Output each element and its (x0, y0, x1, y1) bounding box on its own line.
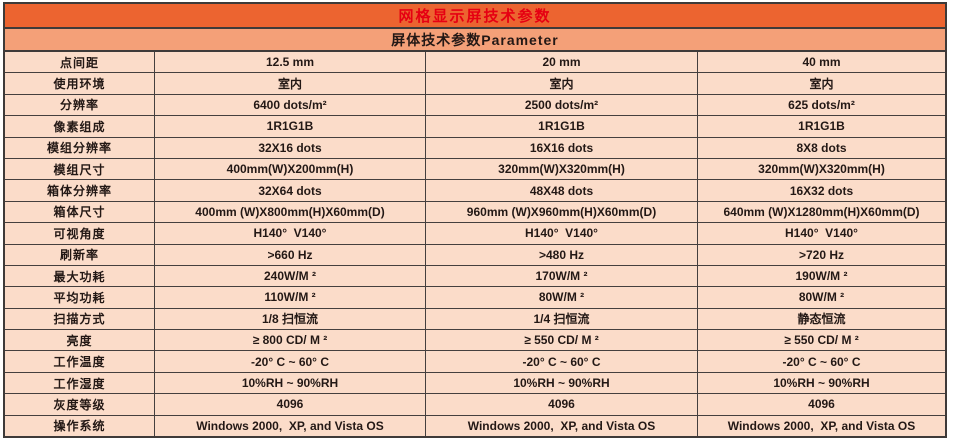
row-label: 工作温度 (5, 351, 155, 372)
row-value: 2500 dots/m² (426, 94, 698, 116)
table-subtitle: 屏体技术参数Parameter (391, 31, 559, 48)
table-row: 工作湿度 10%RH ~ 90%RH 10%RH ~ 90%RH 10%RH ~… (5, 372, 945, 395)
row-value: 960mm (W)X960mm(H)X60mm(D) (426, 201, 698, 223)
row-label: 刷新率 (5, 244, 155, 265)
row-label: 箱体尺寸 (5, 201, 155, 223)
row-label: 箱体分辨率 (5, 180, 155, 201)
page-title: 网格显示屏技术参数 (398, 8, 552, 25)
table-row: 箱体尺寸 400mm (W)X800mm(H)X60mm(D) 960mm (W… (5, 201, 945, 224)
row-value: 32X64 dots (155, 180, 426, 201)
row-value: ≥ 800 CD/ M ² (155, 330, 426, 351)
row-value: -20° C ~ 60° C (426, 351, 698, 372)
row-value: 1R1G1B (155, 116, 426, 137)
row-value: ≥ 550 CD/ M ² (426, 330, 698, 351)
row-label: 扫描方式 (5, 308, 155, 330)
row-value: H140° V140° (155, 223, 426, 244)
spec-table: 网格显示屏技术参数 屏体技术参数Parameter 点间距 12.5 mm 20… (3, 2, 947, 438)
row-label: 操作系统 (5, 415, 155, 437)
row-value: 室内 (426, 73, 698, 94)
row-value: Windows 2000, XP, and Vista OS (727, 418, 916, 433)
row-label: 模组尺寸 (5, 158, 155, 180)
row-value: 190W/M ² (795, 269, 848, 284)
row-value: 12.5 mm (155, 52, 426, 73)
row-value: ≥ 550 CD/ M ² (784, 333, 859, 348)
row-value: 320mm(W)X320mm(H) (758, 162, 885, 177)
row-value: 1/4 扫恒流 (426, 308, 698, 330)
row-label: 模组分辨率 (5, 137, 155, 158)
row-value: >480 Hz (426, 244, 698, 265)
table-row: 使用环境 室内 室内 室内 (5, 73, 945, 95)
row-value: 10%RH ~ 90%RH (426, 372, 698, 394)
row-value: 16X32 dots (789, 183, 854, 198)
table-row: 亮度 ≥ 800 CD/ M ² ≥ 550 CD/ M ² ≥ 550 CD/… (5, 330, 945, 352)
row-value: 20 mm (426, 52, 698, 73)
row-label: 亮度 (5, 330, 155, 351)
row-value: >660 Hz (155, 244, 426, 265)
row-value: Windows 2000, XP, and Vista OS (155, 415, 426, 437)
row-value: H140° V140° (785, 226, 858, 241)
row-label: 可视角度 (5, 223, 155, 244)
table-row: 箱体分辨率 32X64 dots 48X48 dots 16X32 dots (5, 180, 945, 202)
row-value: 320mm(W)X320mm(H) (426, 158, 698, 180)
row-value: 170W/M ² (426, 265, 698, 287)
row-value: 室内 (809, 77, 834, 92)
subtitle-bar: 屏体技术参数Parameter (5, 29, 945, 52)
table-row: 操作系统 Windows 2000, XP, and Vista OS Wind… (5, 415, 945, 437)
row-value: Windows 2000, XP, and Vista OS (426, 415, 698, 437)
row-value: 48X48 dots (426, 180, 698, 201)
row-value: >720 Hz (798, 247, 845, 262)
row-value: H140° V140° (426, 223, 698, 244)
table-row: 最大功耗 240W/M ² 170W/M ² 190W/M ² (5, 265, 945, 288)
table-row: 像素组成 1R1G1B 1R1G1B 1R1G1B (5, 116, 945, 138)
row-value: 400mm(W)X200mm(H) (155, 158, 426, 180)
row-label: 点间距 (5, 52, 155, 73)
table-row: 工作温度 -20° C ~ 60° C -20° C ~ 60° C -20° … (5, 351, 945, 373)
row-value: 240W/M ² (155, 265, 426, 287)
row-value: 6400 dots/m² (155, 94, 426, 116)
row-value: 10%RH ~ 90%RH (155, 372, 426, 394)
table-row: 刷新率 >660 Hz >480 Hz >720 Hz (5, 244, 945, 266)
row-value: 400mm (W)X800mm(H)X60mm(D) (155, 201, 426, 223)
row-value: 静态恒流 (797, 312, 846, 327)
row-value: 10%RH ~ 90%RH (773, 376, 870, 391)
row-value: 4096 (426, 394, 698, 415)
row-value: 4096 (155, 394, 426, 415)
row-value: 4096 (808, 397, 835, 412)
row-label: 使用环境 (5, 73, 155, 94)
row-value: 32X16 dots (155, 137, 426, 158)
row-value: 40 mm (802, 55, 841, 70)
title-bar: 网格显示屏技术参数 (5, 4, 945, 29)
row-label: 平均功耗 (5, 287, 155, 308)
row-value: 80W/M ² (798, 290, 845, 305)
table-row: 扫描方式 1/8 扫恒流 1/4 扫恒流 静态恒流 (5, 308, 945, 331)
row-value: 室内 (155, 73, 426, 94)
row-label: 像素组成 (5, 116, 155, 137)
table-row: 平均功耗 110W/M ² 80W/M ² 80W/M ² (5, 287, 945, 309)
row-value: -20° C ~ 60° C (782, 354, 861, 369)
row-value: 1/8 扫恒流 (155, 308, 426, 330)
row-value: 8X8 dots (796, 140, 847, 155)
row-value: 110W/M ² (155, 287, 426, 308)
table-row: 分辨率 6400 dots/m² 2500 dots/m² 625 dots/m… (5, 94, 945, 117)
row-label: 最大功耗 (5, 265, 155, 287)
row-value: 1R1G1B (426, 116, 698, 137)
row-value: 80W/M ² (426, 287, 698, 308)
table-row: 模组尺寸 400mm(W)X200mm(H) 320mm(W)X320mm(H)… (5, 158, 945, 181)
table-row: 灰度等级 4096 4096 4096 (5, 394, 945, 416)
row-value: 640mm (W)X1280mm(H)X60mm(D) (723, 204, 920, 219)
row-value: 625 dots/m² (788, 97, 855, 112)
table-row: 可视角度 H140° V140° H140° V140° H140° V140° (5, 223, 945, 245)
row-value: 16X16 dots (426, 137, 698, 158)
row-label: 工作湿度 (5, 372, 155, 394)
table-row: 模组分辨率 32X16 dots 16X16 dots 8X8 dots (5, 137, 945, 159)
row-value: -20° C ~ 60° C (155, 351, 426, 372)
row-label: 灰度等级 (5, 394, 155, 415)
row-value: 1R1G1B (798, 119, 845, 134)
table-row: 点间距 12.5 mm 20 mm 40 mm (5, 52, 945, 74)
row-label: 分辨率 (5, 94, 155, 116)
